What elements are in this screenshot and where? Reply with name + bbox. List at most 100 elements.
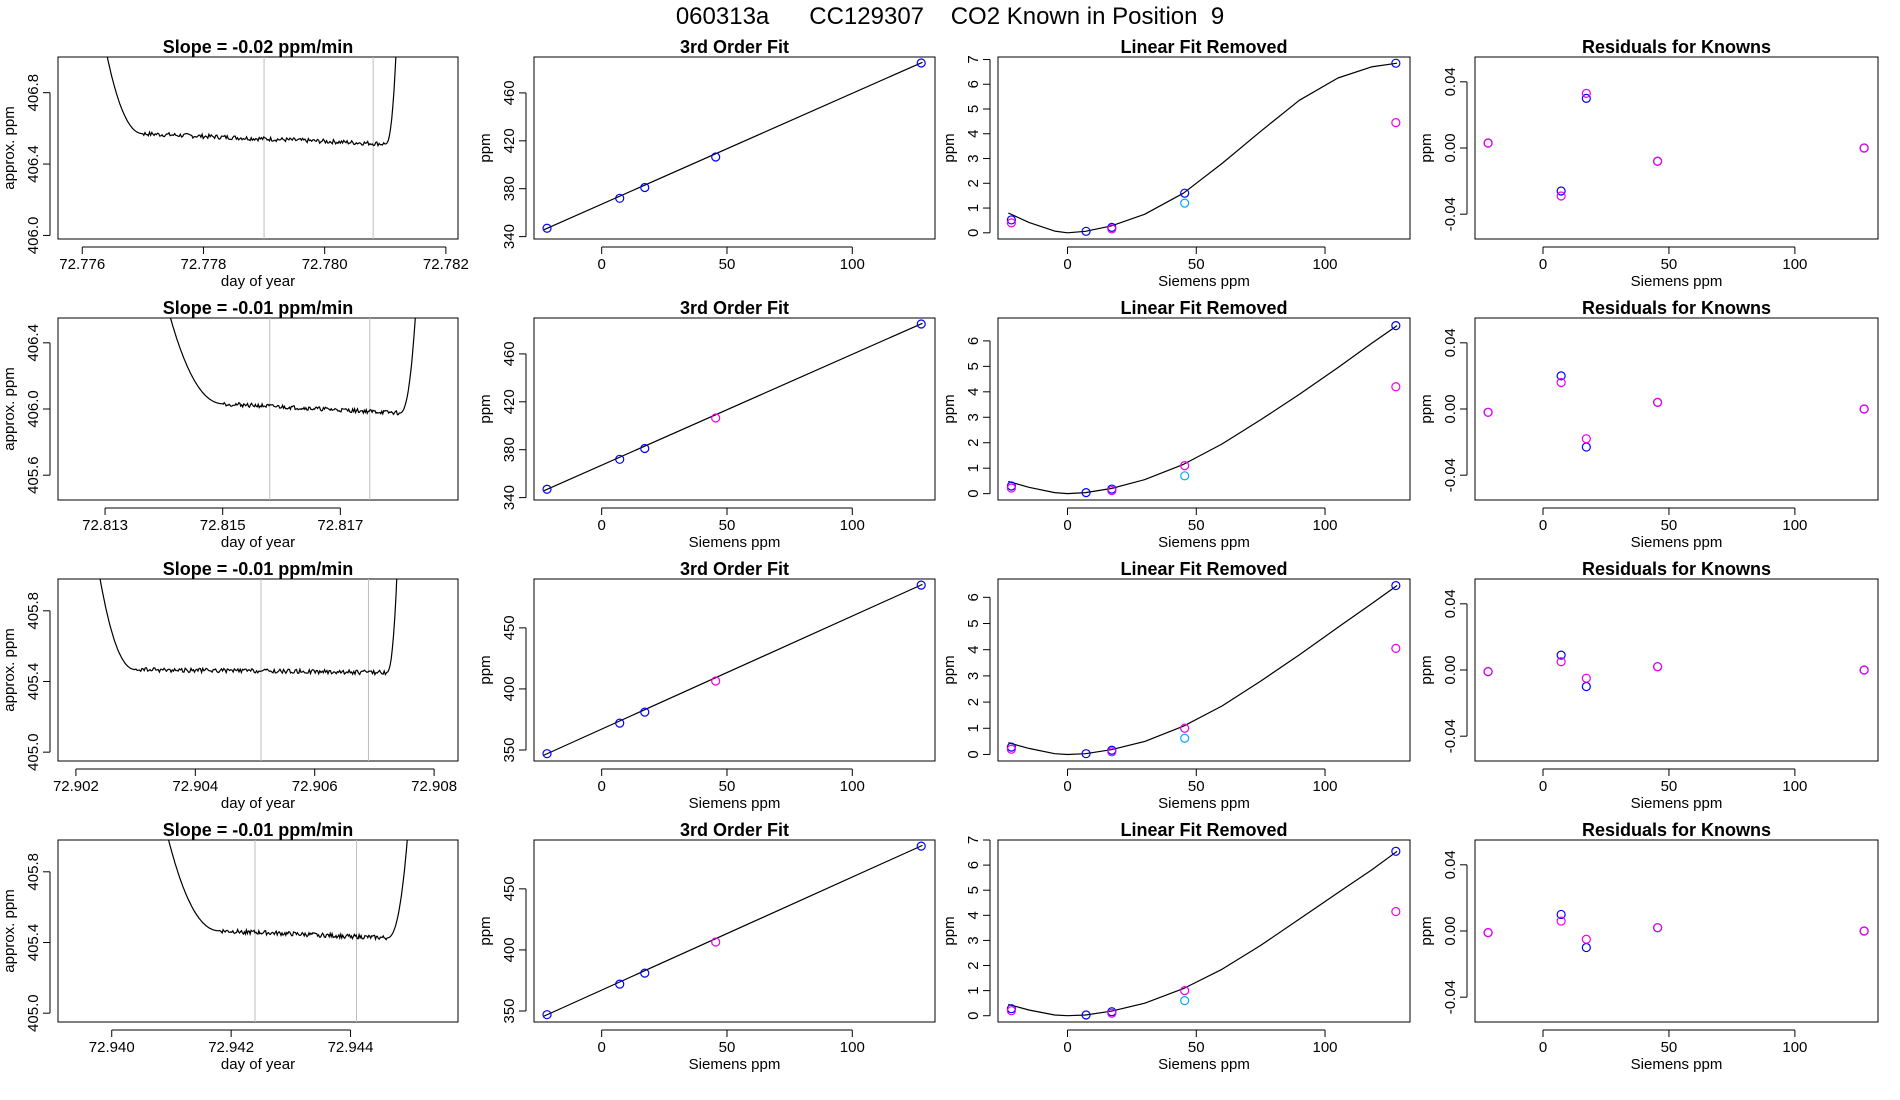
panel-r1c3: Linear Fit Removed 0 50 100 Siemens ppm 0 1 2 3 4… xyxy=(941,37,1411,290)
y-tick-label: 0.00 xyxy=(1442,133,1459,162)
panel-r3c4: Residuals for Knowns 0 50 100 Siemens ppm -0.… xyxy=(1418,559,1879,812)
x-tick-label: 0 xyxy=(597,256,605,273)
plot-area xyxy=(542,841,926,1020)
x-axis-label: Siemens ppm xyxy=(1158,795,1250,812)
x-tick-label: 0 xyxy=(1539,778,1547,795)
plot-area xyxy=(167,840,408,1022)
panel-title: Residuals for Knowns xyxy=(1582,298,1771,318)
y-axis-label: approx. ppm xyxy=(1,628,18,711)
y-axis-label: approx. ppm xyxy=(1,106,18,189)
x-tick-label: 50 xyxy=(1661,517,1678,534)
x-tick-label: 72.940 xyxy=(89,1039,135,1056)
data-point-magenta xyxy=(1180,986,1190,996)
data-point-blue xyxy=(1391,321,1401,331)
panel-r1c4: Residuals for Knowns 0 50 100 Siemens ppm -0.… xyxy=(1418,37,1879,290)
data-point-blue xyxy=(640,707,650,717)
plot-frame xyxy=(57,839,459,1023)
y-tick-label: 406.0 xyxy=(25,217,42,255)
plot-frame xyxy=(1474,317,1879,501)
y-tick-label: 405.0 xyxy=(25,994,42,1032)
y-tick-label: 2 xyxy=(965,179,982,187)
fit-curve xyxy=(1008,325,1398,495)
plot-frame xyxy=(997,578,1411,762)
y-tick-label: 450 xyxy=(501,876,518,901)
plot-frame xyxy=(533,578,936,762)
data-point-magenta xyxy=(1391,906,1401,917)
plot-area xyxy=(99,579,398,761)
y-tick-label: 0.00 xyxy=(1442,916,1459,945)
x-axis-label: day of year xyxy=(221,534,295,551)
data-point-magenta xyxy=(1653,662,1663,672)
y-tick-label: 0.04 xyxy=(1442,850,1459,879)
panel-r2c4: Residuals for Knowns 0 50 100 Siemens ppm -0.… xyxy=(1418,298,1879,551)
panel-r2c2: 3rd Order Fit 0 50 100 Siemens ppm 340 380 420 4… xyxy=(477,298,936,551)
x-tick-label: 72.815 xyxy=(200,517,246,534)
data-point-magenta xyxy=(1180,461,1190,471)
data-point-magenta xyxy=(1581,434,1591,444)
panel-title: Linear Fit Removed xyxy=(1120,37,1287,57)
panel-title: Linear Fit Removed xyxy=(1120,298,1287,318)
panel-title: 3rd Order Fit xyxy=(680,559,789,579)
panel-title: Residuals for Knowns xyxy=(1582,820,1771,840)
plot-area xyxy=(106,57,397,239)
page-title: 060313a CC129307 CO2 Known in Position 9 xyxy=(675,3,1225,30)
data-point-magenta xyxy=(1556,657,1566,667)
data-point-magenta xyxy=(1107,1008,1117,1018)
y-axis-label: ppm xyxy=(1418,916,1435,945)
panel-title: 3rd Order Fit xyxy=(680,820,789,840)
ppm-trace-line xyxy=(167,840,408,942)
data-point-blue xyxy=(1556,909,1566,920)
y-tick-label: 405.6 xyxy=(25,456,42,494)
y-tick-label: 4 xyxy=(965,911,982,919)
y-tick-label: 5 xyxy=(965,619,982,627)
panel-title: Slope = -0.01 ppm/min xyxy=(163,820,354,840)
y-axis-label: ppm xyxy=(941,394,958,423)
data-point-magenta xyxy=(1581,673,1591,683)
x-tick-label: 100 xyxy=(1782,517,1807,534)
data-point-cyan xyxy=(1180,198,1190,208)
data-point-blue xyxy=(542,223,552,233)
y-tick-label: 460 xyxy=(501,341,518,366)
data-point-blue xyxy=(1581,942,1591,953)
ppm-trace-line xyxy=(106,57,397,148)
y-axis-label: ppm xyxy=(1418,655,1435,684)
data-point-blue xyxy=(1006,215,1016,225)
y-axis-label: ppm xyxy=(477,916,494,945)
data-point-magenta xyxy=(1556,191,1566,201)
x-tick-label: 0 xyxy=(1539,517,1547,534)
data-point-blue xyxy=(1581,93,1591,103)
fit-line xyxy=(543,844,923,1017)
x-axis-label: Siemens ppm xyxy=(1631,273,1723,290)
data-point-magenta xyxy=(1107,485,1117,496)
data-point-blue xyxy=(1581,442,1591,452)
x-axis-label: Siemens ppm xyxy=(1631,1056,1723,1073)
x-tick-label: 100 xyxy=(1782,256,1807,273)
y-tick-label: 420 xyxy=(501,389,518,414)
data-point-blue xyxy=(1081,749,1091,759)
data-point-blue xyxy=(916,580,926,590)
x-tick-label: 72.906 xyxy=(292,778,338,795)
data-point-magenta xyxy=(1006,218,1016,228)
data-point-magenta xyxy=(1859,143,1869,153)
x-tick-label: 100 xyxy=(1782,1039,1807,1056)
fit-curve xyxy=(1008,62,1398,234)
fit-line xyxy=(543,61,923,231)
panel-r3c1: Slope = -0.01 ppm/min 72.902 72.904 72.906 7… xyxy=(1,559,459,812)
plot-frame xyxy=(1474,839,1879,1023)
x-tick-label: 100 xyxy=(840,1039,865,1056)
plot-frame xyxy=(1474,578,1879,762)
y-tick-label: 380 xyxy=(501,176,518,201)
data-point-blue xyxy=(1556,650,1566,660)
y-tick-label: 6 xyxy=(965,861,982,869)
fit-curve xyxy=(1008,585,1398,756)
y-tick-label: 0 xyxy=(965,1012,982,1020)
x-tick-label: 50 xyxy=(719,1039,736,1056)
x-tick-label: 0 xyxy=(597,778,605,795)
data-point-magenta xyxy=(1391,643,1401,653)
ppm-trace-line xyxy=(169,318,416,416)
data-point-magenta xyxy=(711,937,721,947)
y-tick-label: 350 xyxy=(501,998,518,1023)
data-point-magenta xyxy=(1006,1006,1016,1016)
y-tick-label: 406.4 xyxy=(25,324,42,362)
